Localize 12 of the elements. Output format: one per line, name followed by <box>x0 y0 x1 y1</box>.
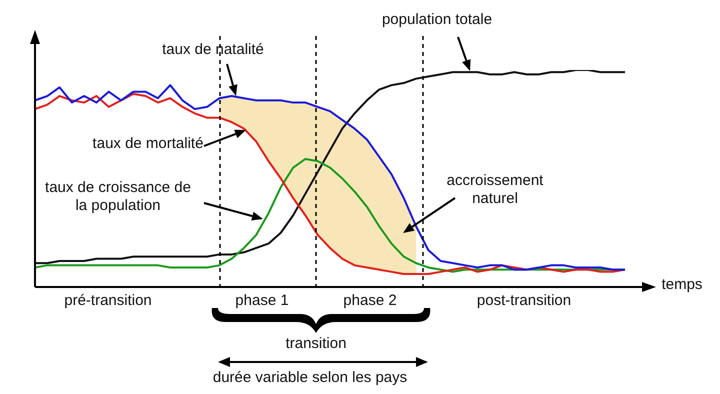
text: pré-transition <box>64 292 152 310</box>
annotation: taux de croissance de la population <box>44 179 192 215</box>
text: transition <box>286 335 346 353</box>
annotation: taux de mortalité <box>92 135 204 153</box>
text: taux de natalité <box>162 41 264 59</box>
text: phase 1 <box>235 292 289 310</box>
x-axis-title: temps <box>662 276 702 294</box>
text: phase 2 <box>343 292 397 310</box>
text: post-transition <box>476 292 572 310</box>
text: durée variable selon les pays <box>212 369 408 387</box>
annotation: accroissement naturel <box>446 172 544 208</box>
text: population totale <box>382 11 492 29</box>
